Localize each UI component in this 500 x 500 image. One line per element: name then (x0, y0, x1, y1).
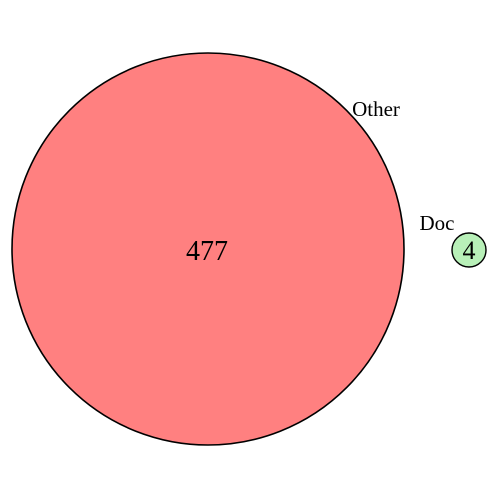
set-label-other: Other (352, 97, 400, 121)
set-circle-other (11, 52, 405, 446)
set-circle-doc (451, 232, 487, 268)
set-count-other: 477 (186, 236, 228, 267)
set-label-doc: Doc (420, 211, 455, 235)
set-count-doc: 4 (463, 236, 476, 265)
